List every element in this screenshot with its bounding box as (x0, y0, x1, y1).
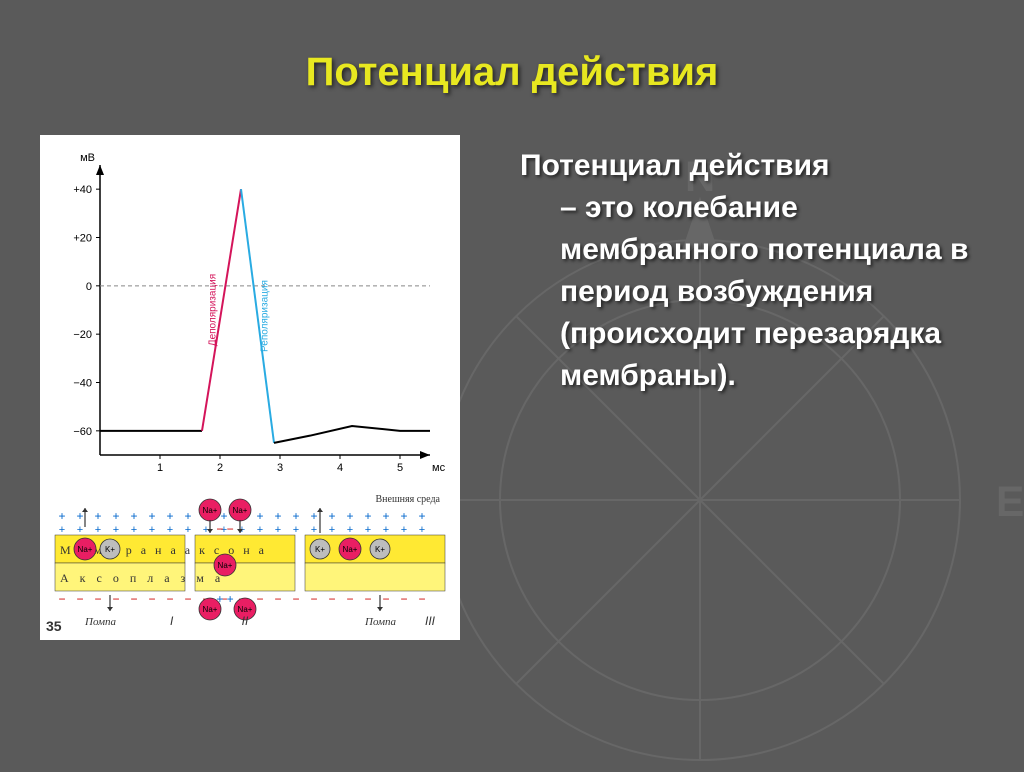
svg-text:+: + (365, 524, 371, 536)
svg-text:−: − (292, 592, 299, 606)
svg-text:−: − (328, 592, 335, 606)
svg-text:0: 0 (86, 281, 92, 293)
svg-text:+: + (400, 509, 407, 523)
svg-text:+: + (220, 509, 227, 523)
svg-text:−: − (346, 592, 353, 606)
svg-text:−: − (148, 592, 155, 606)
svg-text:K+: K+ (105, 545, 115, 554)
page-number: 35 (46, 618, 62, 634)
svg-text:Na+: Na+ (343, 545, 358, 554)
svg-text:+ +: + + (216, 592, 233, 606)
svg-text:+: + (256, 509, 263, 523)
svg-text:−: − (76, 592, 83, 606)
svg-text:А к с о п л а з м а: А к с о п л а з м а (60, 571, 224, 585)
svg-text:+: + (292, 509, 299, 523)
svg-text:K+: K+ (375, 545, 385, 554)
svg-text:Na+: Na+ (203, 506, 218, 515)
svg-text:−: − (382, 592, 389, 606)
svg-text:+: + (166, 509, 173, 523)
svg-text:+: + (184, 509, 191, 523)
svg-text:−60: −60 (73, 426, 92, 438)
svg-text:Na+: Na+ (218, 561, 233, 570)
svg-text:+: + (274, 509, 281, 523)
slide-title: Потенциал действия (40, 50, 984, 95)
svg-text:+: + (401, 524, 407, 536)
svg-text:+: + (148, 509, 155, 523)
svg-text:+: + (383, 524, 389, 536)
svg-text:+: + (130, 509, 137, 523)
svg-text:Na+: Na+ (78, 545, 93, 554)
svg-text:III: III (425, 614, 436, 628)
svg-text:−: − (58, 592, 65, 606)
svg-text:Na+: Na+ (203, 605, 218, 614)
svg-text:−: − (400, 592, 407, 606)
svg-text:+: + (77, 524, 83, 536)
svg-text:1: 1 (157, 462, 163, 474)
svg-text:+: + (293, 524, 299, 536)
svg-text:+: + (364, 509, 371, 523)
svg-text:+: + (112, 509, 119, 523)
svg-text:+20: +20 (73, 233, 92, 245)
svg-text:−40: −40 (73, 378, 92, 390)
svg-text:+: + (257, 524, 263, 536)
svg-text:мс: мс (432, 462, 446, 474)
svg-text:5: 5 (397, 462, 403, 474)
svg-text:+: + (275, 524, 281, 536)
svg-text:4: 4 (337, 462, 343, 474)
svg-text:2: 2 (217, 462, 223, 474)
definition-text: Потенциал действия – это колебание мембр… (490, 135, 984, 397)
svg-text:+: + (311, 524, 317, 536)
svg-text:+: + (419, 524, 425, 536)
svg-text:+: + (113, 524, 119, 536)
content-row: −60 −40 −20 0 +20 +40 1 2 3 4 5 мВ мс Деполяризация Ре… (40, 135, 984, 640)
svg-text:+: + (167, 524, 173, 536)
svg-text:−: − (256, 592, 263, 606)
svg-text:+: + (382, 509, 389, 523)
svg-text:3: 3 (277, 462, 283, 474)
svg-text:−: − (274, 592, 281, 606)
svg-text:−: − (166, 592, 173, 606)
svg-text:+: + (131, 524, 137, 536)
svg-text:I: I (170, 614, 174, 628)
svg-text:+: + (76, 509, 83, 523)
svg-text:−: − (112, 592, 119, 606)
svg-text:+: + (185, 524, 191, 536)
svg-text:+40: +40 (73, 184, 92, 196)
figure-container: −60 −40 −20 0 +20 +40 1 2 3 4 5 мВ мс Деполяризация Ре… (40, 135, 460, 640)
svg-text:+: + (347, 524, 353, 536)
svg-text:+: + (59, 524, 65, 536)
svg-text:+: + (346, 509, 353, 523)
svg-text:− −: − − (216, 522, 233, 536)
svg-text:−: − (364, 592, 371, 606)
svg-text:Na+: Na+ (233, 506, 248, 515)
svg-text:Внешняя среда: Внешняя среда (376, 494, 441, 505)
svg-text:+: + (94, 509, 101, 523)
svg-text:−: − (184, 592, 191, 606)
svg-text:+: + (310, 509, 317, 523)
svg-text:мВ: мВ (80, 152, 95, 164)
svg-text:K+: K+ (315, 545, 325, 554)
svg-text:+: + (328, 509, 335, 523)
definition-lead: Потенциал действия (520, 149, 830, 182)
svg-text:+: + (149, 524, 155, 536)
svg-text:Реполяризация: Реполяризация (260, 280, 271, 352)
svg-text:−: − (310, 592, 317, 606)
definition-body: – это колебание мембранного потенциала в… (520, 187, 984, 397)
svg-text:Деполяризация: Деполяризация (208, 274, 219, 346)
svg-text:+: + (58, 509, 65, 523)
svg-text:II: II (242, 614, 249, 628)
action-potential-chart: −60 −40 −20 0 +20 +40 1 2 3 4 5 мВ мс Деполяризация Ре… (50, 145, 450, 485)
membrane-diagram: Внешняя среда+++++++++++++++++++++М е м … (50, 490, 450, 630)
svg-text:+: + (95, 524, 101, 536)
svg-text:−: − (130, 592, 137, 606)
svg-text:−: − (94, 592, 101, 606)
svg-text:+: + (418, 509, 425, 523)
svg-text:Помпа: Помпа (364, 616, 397, 628)
svg-text:Помпа: Помпа (84, 616, 117, 628)
svg-text:+: + (329, 524, 335, 536)
svg-text:E: E (997, 480, 1024, 524)
svg-text:Na+: Na+ (238, 605, 253, 614)
svg-text:−20: −20 (73, 329, 92, 341)
svg-text:−: − (418, 592, 425, 606)
